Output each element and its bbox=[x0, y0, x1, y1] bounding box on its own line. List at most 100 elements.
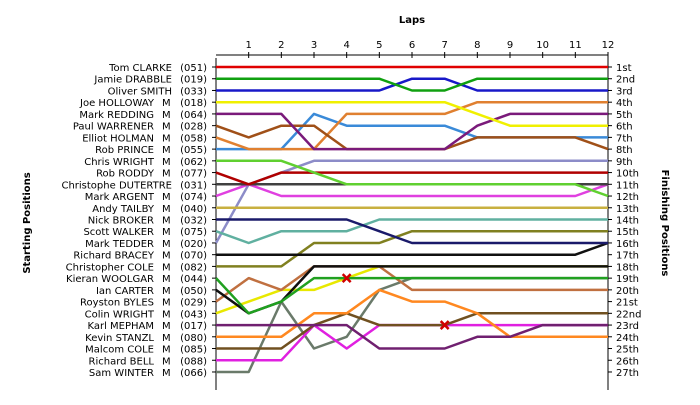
driver-name-label: Tom CLARKE bbox=[108, 63, 172, 74]
driver-line bbox=[216, 288, 608, 339]
finish-position-label: 23rd bbox=[616, 321, 639, 332]
driver-line bbox=[216, 312, 608, 350]
driver-name-label: Ian CARTER bbox=[96, 286, 154, 297]
lap-tick-label: 11 bbox=[569, 40, 582, 51]
dnf-x-stroke bbox=[439, 320, 450, 330]
lap-tick-label: 7 bbox=[441, 40, 447, 51]
driver-code-label: (018) bbox=[180, 98, 207, 109]
driver-category-label: M bbox=[162, 169, 171, 180]
driver-line bbox=[216, 77, 608, 92]
driver-name-label: Mark TEDDER bbox=[85, 239, 154, 250]
finish-position-label: 13th bbox=[616, 204, 639, 215]
driver-code-label: (082) bbox=[180, 262, 207, 273]
finish-position-label: 26th bbox=[616, 356, 639, 367]
driver-category-label: M bbox=[162, 227, 171, 238]
driver-code-label: (017) bbox=[180, 321, 207, 332]
driver-category-label: M bbox=[162, 215, 171, 226]
lap-tick-label: 12 bbox=[602, 40, 615, 51]
driver-name-label: Andy TAILBY bbox=[92, 204, 155, 215]
dnf-x-mark bbox=[341, 273, 352, 284]
driver-line bbox=[216, 323, 608, 362]
driver-code-label: (085) bbox=[180, 345, 207, 356]
driver-name-label: Scott WALKER bbox=[83, 227, 154, 238]
driver-name-label: Joe HOLLOWAY bbox=[79, 98, 155, 109]
left-axis-label: Starting Positions bbox=[22, 172, 33, 273]
driver-code-label: (062) bbox=[180, 157, 207, 168]
driver-name-label: Rob PRINCE bbox=[95, 145, 154, 156]
driver-category-label: M bbox=[162, 309, 171, 320]
driver-name-label: Kieran WOOLGAR bbox=[66, 274, 154, 285]
finish-position-label: 15th bbox=[616, 227, 639, 238]
driver-line bbox=[216, 323, 608, 350]
driver-line bbox=[215, 124, 609, 151]
driver-line bbox=[216, 77, 608, 92]
driver-name-label: Malcom COLE bbox=[85, 345, 154, 356]
finish-position-label: 19th bbox=[616, 274, 639, 285]
driver-category-label: M bbox=[162, 157, 171, 168]
finish-position-label: 5th bbox=[616, 110, 633, 121]
finish-position-label: 11th bbox=[616, 180, 639, 191]
driver-category-label: M bbox=[162, 192, 171, 203]
driver-category-label: M bbox=[162, 145, 171, 156]
driver-line bbox=[215, 100, 608, 151]
driver-line bbox=[215, 183, 609, 198]
finish-position-label: 17th bbox=[616, 251, 639, 262]
finish-position-label: 8th bbox=[616, 145, 633, 156]
driver-name-label: Nick BROKER bbox=[88, 215, 154, 226]
driver-name-label: Royston BYLES bbox=[80, 298, 154, 309]
finish-position-label: 9th bbox=[616, 157, 633, 168]
finish-position-label: 4th bbox=[616, 98, 633, 109]
finish-position-label: 22nd bbox=[616, 309, 641, 320]
driver-name-label: Christopher COLE bbox=[66, 262, 154, 273]
driver-code-label: (066) bbox=[180, 368, 207, 379]
lap-tick-label: 2 bbox=[278, 40, 284, 51]
driver-category-label: M bbox=[162, 286, 171, 297]
finish-position-label: 14th bbox=[616, 215, 639, 226]
driver-name-label: Sam WINTER bbox=[89, 368, 154, 379]
driver-category-label: M bbox=[162, 204, 171, 215]
driver-category-label: M bbox=[162, 98, 171, 109]
driver-category-label: M bbox=[162, 239, 171, 250]
driver-name-label: Rob RODDY bbox=[96, 169, 155, 180]
finish-position-label: 20th bbox=[616, 286, 639, 297]
driver-line bbox=[216, 218, 608, 245]
driver-code-label: (020) bbox=[180, 239, 207, 250]
axes: 1 2 3 4 5 6 7 8 9 10 11 121st2nd3rd4th5th6th7th8th9… bbox=[212, 40, 641, 390]
driver-line bbox=[216, 159, 609, 198]
driver-category-label: M bbox=[162, 345, 171, 356]
driver-name-label: Jamie DRABBLE bbox=[93, 75, 172, 86]
driver-line bbox=[216, 100, 608, 127]
finish-position-label: 2nd bbox=[616, 75, 635, 86]
driver-name-label: Christophe DUTERTRE bbox=[61, 180, 172, 191]
driver-code-label: (070) bbox=[180, 251, 207, 262]
driver-category-label: M bbox=[162, 298, 171, 309]
chart-title: Laps bbox=[399, 15, 425, 26]
driver-line bbox=[215, 265, 608, 303]
driver-name-label: Kevin STANZL bbox=[85, 333, 154, 344]
driver-category-label: M bbox=[162, 262, 171, 273]
driver-code-label: (088) bbox=[180, 356, 207, 367]
lap-tick-label: 1 bbox=[245, 40, 251, 51]
driver-line bbox=[216, 112, 608, 151]
driver-name-label: Mark REDDING bbox=[79, 110, 154, 121]
driver-category-label: M bbox=[162, 110, 171, 121]
finish-position-label: 27th bbox=[616, 368, 639, 379]
lap-tick-label: 6 bbox=[409, 40, 415, 51]
driver-name-label: Colin WRIGHT bbox=[85, 309, 155, 320]
driver-code-label: (031) bbox=[180, 180, 207, 191]
driver-code-label: (032) bbox=[180, 215, 207, 226]
driver-name-label: Richard BELL bbox=[89, 356, 155, 367]
driver-code-label: (064) bbox=[180, 110, 207, 121]
lap-tick-label: 4 bbox=[343, 40, 349, 51]
dnf-x-mark bbox=[439, 320, 450, 330]
driver-code-label: (055) bbox=[180, 145, 207, 156]
driver-name-label: Richard BRACEY bbox=[73, 251, 155, 262]
finish-position-label: 24th bbox=[616, 333, 639, 344]
driver-labels: Tom CLARKE (051) Jamie DRABBLE (019) Oliver … bbox=[61, 63, 207, 379]
finish-position-label: 3rd bbox=[616, 86, 633, 97]
driver-category-label: M bbox=[162, 274, 171, 285]
driver-category-label: M bbox=[162, 122, 171, 133]
driver-category-label: M bbox=[162, 133, 171, 144]
finish-position-label: 16th bbox=[616, 239, 639, 250]
